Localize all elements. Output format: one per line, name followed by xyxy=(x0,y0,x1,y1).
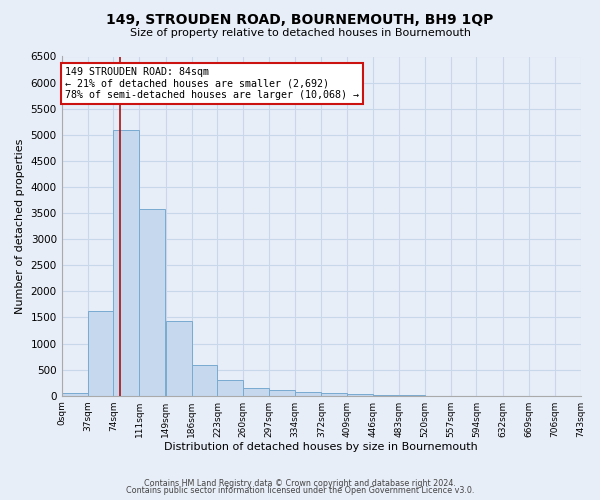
Bar xyxy=(322,393,347,396)
Text: Contains public sector information licensed under the Open Government Licence v3: Contains public sector information licen… xyxy=(126,486,474,495)
Bar xyxy=(217,380,243,396)
Text: Size of property relative to detached houses in Bournemouth: Size of property relative to detached ho… xyxy=(130,28,470,38)
Bar xyxy=(62,393,88,396)
Bar xyxy=(295,392,321,396)
X-axis label: Distribution of detached houses by size in Bournemouth: Distribution of detached houses by size … xyxy=(164,442,478,452)
Text: 149, STROUDEN ROAD, BOURNEMOUTH, BH9 1QP: 149, STROUDEN ROAD, BOURNEMOUTH, BH9 1QP xyxy=(106,12,494,26)
Bar xyxy=(139,209,165,396)
Y-axis label: Number of detached properties: Number of detached properties xyxy=(15,138,25,314)
Text: 149 STROUDEN ROAD: 84sqm
← 21% of detached houses are smaller (2,692)
78% of sem: 149 STROUDEN ROAD: 84sqm ← 21% of detach… xyxy=(65,67,359,100)
Bar xyxy=(373,395,399,396)
Bar xyxy=(88,311,113,396)
Bar xyxy=(269,390,295,396)
Bar xyxy=(166,321,191,396)
Text: Contains HM Land Registry data © Crown copyright and database right 2024.: Contains HM Land Registry data © Crown c… xyxy=(144,478,456,488)
Bar xyxy=(347,394,373,396)
Bar xyxy=(113,130,139,396)
Bar xyxy=(243,388,269,396)
Bar xyxy=(191,365,217,396)
